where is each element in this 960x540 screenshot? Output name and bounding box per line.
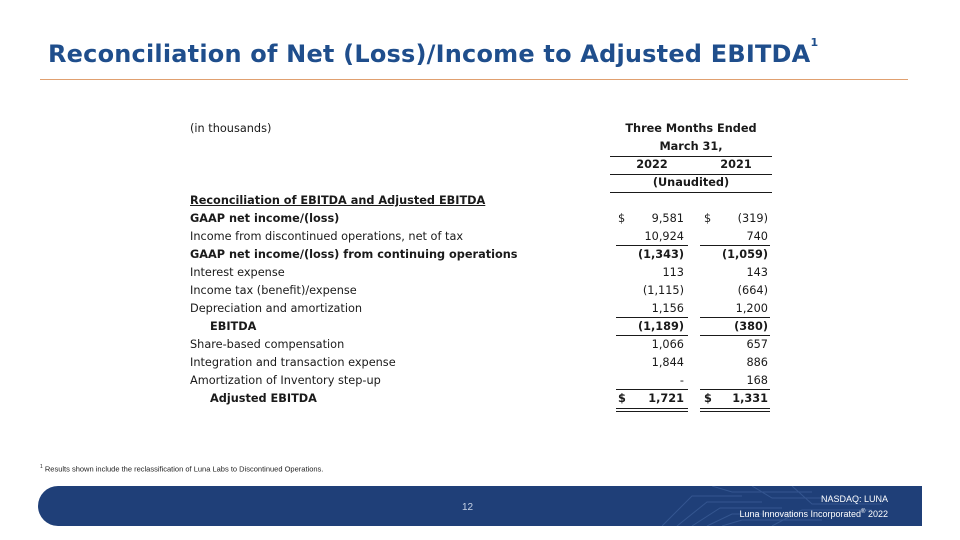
units-label: (in thousands) [190,122,272,135]
value-2021: (1,059) [721,248,768,261]
currency-symbol: $ [704,212,712,225]
table-row: EBITDA (1,189) (380) [190,318,772,336]
section-title-row: Reconciliation of EBITDA and Adjusted EB… [190,192,772,210]
subtotal-rule [616,389,688,390]
value-2021: (319) [737,212,768,225]
table-row: GAAP net income/(loss) from continuing o… [190,246,772,264]
header-row-unaudited: (Unaudited) [190,174,772,193]
page-title-text: Reconciliation of Net (Loss)/Income to A… [48,40,811,68]
footnote: 1 Results shown include the reclassifica… [40,464,323,474]
company-name: Luna Innovations Incorporated [739,509,862,519]
header-row-1: (in thousands) Three Months Ended [190,120,772,138]
period-header: Three Months Ended [625,122,757,135]
subtotal-rule [616,245,688,246]
value-2021: 886 [746,356,768,369]
year-2022-header: 2022 [636,158,668,171]
value-2022: 10,924 [644,230,684,243]
header-row-years: 2022 2021 [190,156,772,175]
company-copyright: Luna Innovations Incorporated® 2022 [739,509,888,519]
total-double-rule [616,411,688,412]
subtotal-rule [700,335,770,336]
table-row: Integration and transaction expense 1,84… [190,354,772,372]
table-row: Adjusted EBITDA $ 1,721 $ 1,331 [190,390,772,412]
subtotal-rule [616,317,688,318]
title-footnote-marker: 1 [810,36,819,49]
value-2021: 1,200 [735,302,768,315]
value-2022: 9,581 [651,212,684,225]
value-2021: (664) [737,284,768,297]
table-row: Share-based compensation 1,066 657 [190,336,772,354]
title-divider [40,79,908,80]
value-2022: 1,156 [651,302,684,315]
page-title: Reconciliation of Net (Loss)/Income to A… [48,36,818,68]
value-2021: 143 [746,266,768,279]
row-label: Adjusted EBITDA [210,392,317,405]
value-2021: 740 [746,230,768,243]
header-rule [610,156,772,157]
section-title: Reconciliation of EBITDA and Adjusted EB… [190,194,486,207]
value-2022: 1,844 [651,356,684,369]
currency-symbol: $ [618,212,626,225]
subtotal-rule [700,317,770,318]
currency-symbol: $ [704,392,712,405]
table-row: Income from discontinued operations, net… [190,228,772,246]
value-2021: (380) [734,320,768,333]
total-double-rule [616,408,688,409]
header-row-2: March 31, [190,138,772,157]
table-row: Income tax (benefit)/expense (1,115) (66… [190,282,772,300]
total-double-rule [700,408,770,409]
footnote-marker: 1 [40,464,43,470]
row-label: GAAP net income/(loss) [190,212,340,225]
value-2022: 113 [662,266,684,279]
circuit-pattern-graphic [662,486,882,526]
currency-symbol: $ [618,392,626,405]
years-rule [610,174,772,175]
value-2022: 1,721 [648,392,684,405]
year-2021-header: 2021 [720,158,752,171]
subtotal-rule [700,389,770,390]
value-2022: - [679,374,684,387]
value-2021: 1,331 [732,392,768,405]
table-row: Amortization of Inventory step-up - 168 [190,372,772,390]
value-2021: 657 [746,338,768,351]
table-row: Depreciation and amortization 1,156 1,20… [190,300,772,318]
table-row: GAAP net income/(loss) $ 9,581 $ (319) [190,210,772,228]
row-label: Integration and transaction expense [190,356,396,369]
page-number: 12 [462,502,474,513]
reconciliation-table: (in thousands) Three Months Ended March … [190,120,772,412]
row-label: Income tax (benefit)/expense [190,284,357,297]
registered-mark: ® [861,509,866,515]
value-2022: (1,115) [642,284,684,297]
row-label: Interest expense [190,266,285,279]
footnote-text: Results shown include the reclassificati… [44,464,324,474]
unaudited-label: (Unaudited) [652,176,730,189]
row-label: Income from discontinued operations, net… [190,230,464,243]
total-double-rule [700,411,770,412]
row-label: Depreciation and amortization [190,302,363,315]
table-row: Interest expense 113 143 [190,264,772,282]
subtotal-rule [616,335,688,336]
row-label: GAAP net income/(loss) from continuing o… [190,248,518,261]
subtotal-rule [700,245,770,246]
period-date-header: March 31, [659,140,723,153]
row-label: EBITDA [210,320,257,333]
footer-bar [38,486,922,526]
value-2022: (1,189) [637,320,684,333]
value-2021: 168 [746,374,768,387]
row-label: Share-based compensation [190,338,345,351]
value-2022: (1,343) [637,248,684,261]
nasdaq-ticker: NASDAQ: LUNA [820,494,888,504]
unaudited-rule [610,192,772,193]
value-2022: 1,066 [651,338,684,351]
copyright-year: 2022 [867,509,888,519]
row-label: Amortization of Inventory step-up [190,374,381,387]
